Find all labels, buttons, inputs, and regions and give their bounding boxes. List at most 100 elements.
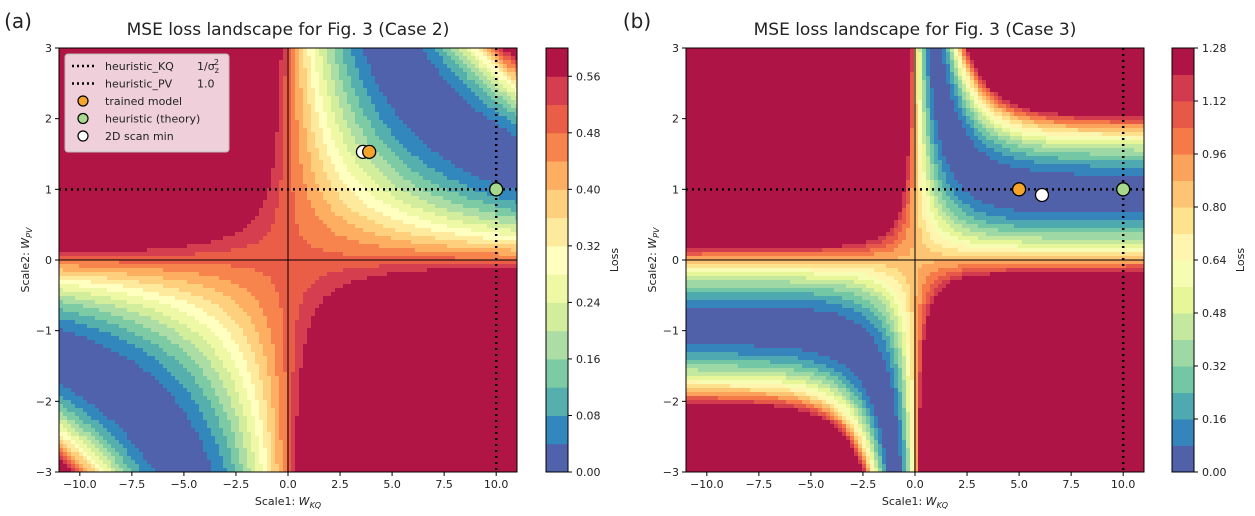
contour-cell [231,92,236,97]
contour-cell [419,204,424,209]
contour-cell [111,208,116,213]
contour-cell [511,68,516,73]
contour-cell [271,176,276,181]
contour-cell [235,100,240,105]
contour-cell [475,56,480,61]
contour-cell [515,72,517,77]
contour-cell [267,144,272,149]
contour-cell [339,196,344,201]
contour-cell [367,192,372,197]
contour-cell [339,60,344,65]
contour-cell [335,76,340,81]
contour-cell [435,64,440,69]
contour-cell [475,144,480,149]
contour-cell [411,208,416,213]
contour-cell [455,48,460,53]
contour-cell [275,160,280,165]
contour-cell [511,96,516,101]
contour-cell [307,96,312,101]
contour-cell [367,52,372,57]
contour-cell [391,132,396,137]
contour-cell [143,160,148,165]
contour-cell [303,48,308,53]
contour-cell [439,144,444,149]
contour-cell [123,192,128,197]
contour-cell [267,148,272,153]
contour-cell [295,156,300,161]
contour-cell [367,160,372,165]
contour-cell [203,200,208,205]
contour-cell [259,204,264,209]
contour-cell [351,148,356,153]
contour-cell [139,160,144,165]
contour-cell [471,152,476,157]
contour-cell [243,220,248,225]
contour-cell [359,140,364,145]
contour-cell [287,92,292,97]
contour-cell [311,128,316,133]
contour-cell [483,80,488,85]
contour-cell [287,204,292,209]
contour-cell [451,64,456,69]
contour-cell [299,132,304,137]
contour-cell [431,88,436,93]
contour-cell [323,96,328,101]
contour-cell [355,124,360,129]
contour-cell [235,204,240,209]
contour-cell [443,56,448,61]
contour-cell [455,104,460,109]
contour-cell [375,192,380,197]
contour-cell [239,172,244,177]
contour-cell [475,128,480,133]
contour-cell [415,96,420,101]
contour-cell [447,180,452,185]
contour-cell [427,180,432,185]
contour-cell [79,160,84,165]
contour-cell [151,180,156,185]
contour-cell [343,212,348,217]
contour-cell [291,120,296,125]
contour-cell [351,132,356,137]
contour-cell [299,68,304,73]
contour-cell [395,56,400,61]
contour-cell [311,136,316,141]
contour-cell [383,76,388,81]
contour-cell [63,208,68,213]
contour-cell [383,48,388,53]
contour-cell [471,108,476,113]
contour-cell [247,104,252,109]
contour-cell [191,168,196,173]
contour-cell [459,108,464,113]
contour-cell [395,72,400,77]
contour-cell [459,152,464,157]
contour-cell [319,200,324,205]
contour-cell [183,168,188,173]
contour-cell [303,64,308,69]
contour-cell [435,56,440,61]
contour-cell [431,92,436,97]
contour-cell [291,76,296,81]
contour-cell [455,124,460,129]
contour-cell [327,88,332,93]
contour-cell [451,172,456,177]
contour-cell [255,180,260,185]
contour-cell [483,120,488,125]
contour-cell [395,48,400,53]
contour-cell [151,192,156,197]
contour-cell [455,168,460,173]
contour-cell [395,156,400,161]
contour-cell [419,100,424,105]
contour-cell [167,212,172,217]
contour-cell [243,60,248,65]
contour-cell [403,156,408,161]
contour-cell [331,176,336,181]
contour-cell [451,76,456,81]
contour-cell [471,168,476,173]
contour-cell [223,216,228,221]
contour-cell [247,160,252,165]
contour-cell [339,176,344,181]
contour-cell [327,108,332,113]
contour-cell [403,212,408,217]
contour-cell [387,108,392,113]
contour-cell [99,220,104,225]
